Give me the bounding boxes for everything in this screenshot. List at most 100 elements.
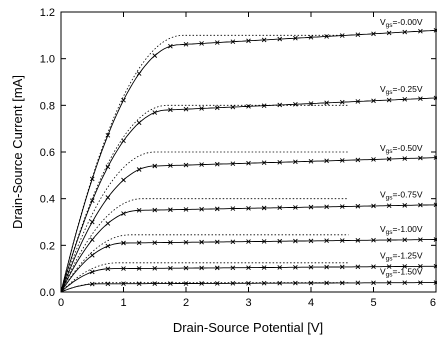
marker-stroke [199, 162, 204, 167]
marker-stroke [308, 101, 314, 106]
data-point-marker [355, 264, 361, 270]
data-point-marker [199, 41, 204, 46]
marker-stroke [246, 265, 251, 270]
data-point-marker [246, 280, 251, 286]
marker-stroke [277, 102, 283, 108]
marker-stroke [308, 34, 314, 40]
data-point-marker [418, 280, 423, 285]
data-point-marker [339, 99, 345, 105]
marker-stroke [402, 280, 408, 286]
data-point-marker [433, 155, 437, 160]
marker-stroke [246, 38, 251, 44]
marker-stroke [418, 96, 423, 101]
data-point-marker [371, 264, 376, 270]
marker-stroke [105, 281, 111, 287]
marker-stroke [121, 266, 126, 271]
data-point-marker [183, 265, 189, 271]
model-curve [60, 198, 349, 293]
data-point-marker [293, 280, 298, 286]
data-point-marker [355, 238, 361, 243]
data-point-marker [402, 203, 408, 208]
marker-stroke [105, 243, 111, 249]
marker-stroke [324, 158, 329, 164]
marker-stroke [339, 264, 345, 270]
marker-stroke [386, 203, 392, 208]
data-point-marker [386, 97, 392, 103]
data-point-marker [402, 280, 408, 286]
data-point-marker [433, 263, 437, 269]
data-point-marker [339, 280, 345, 286]
data-point-marker [386, 280, 392, 286]
data-point-marker [89, 281, 95, 287]
marker-stroke [308, 280, 314, 286]
data-point-marker [277, 36, 283, 42]
data-point-marker [308, 204, 314, 210]
data-point-marker [168, 43, 173, 49]
marker-stroke [136, 208, 142, 213]
marker-stroke [277, 238, 283, 244]
marker-stroke [230, 265, 236, 271]
marker-stroke [214, 281, 220, 286]
marker-stroke [136, 266, 142, 271]
marker-stroke [261, 103, 267, 108]
data-point-marker [230, 161, 236, 166]
data-point-marker [121, 211, 126, 216]
marker-stroke [183, 162, 189, 168]
marker-stroke [89, 269, 95, 275]
marker-stroke [433, 280, 437, 285]
data-point-marker [261, 265, 267, 270]
marker-stroke [89, 198, 95, 204]
marker-stroke [324, 264, 329, 270]
data-point-marker [152, 53, 158, 58]
data-point-marker [121, 281, 126, 287]
data-point-marker [339, 238, 345, 243]
data-point-marker [183, 106, 189, 112]
data-point-marker [168, 281, 173, 286]
y-tick-label: 0.0 [40, 287, 55, 299]
data-point-marker [168, 207, 173, 213]
data-point-marker [386, 30, 392, 36]
data-point-marker [402, 97, 408, 102]
marker-stroke [230, 281, 236, 286]
marker-stroke [199, 106, 204, 111]
data-point-marker [433, 95, 437, 101]
marker-stroke [183, 106, 189, 112]
marker-stroke [214, 265, 220, 271]
data-point-marker [324, 280, 329, 286]
series-label: Vgs=-0.75V [380, 190, 423, 202]
data-point-marker [152, 266, 158, 271]
data-point-marker [355, 99, 361, 104]
data-point-marker [324, 204, 329, 210]
model-curve [60, 34, 343, 293]
data-point-marker [214, 40, 220, 45]
data-point-marker [89, 252, 95, 258]
marker-stroke [339, 238, 345, 243]
data-point-marker [214, 265, 220, 271]
marker-stroke [136, 120, 142, 126]
marker-stroke [152, 110, 158, 115]
data-point-marker [105, 243, 111, 249]
data-point-marker [355, 32, 361, 38]
data-point-marker [418, 155, 423, 161]
marker-stroke [105, 195, 111, 200]
marker-stroke [293, 35, 298, 41]
marker-stroke [402, 203, 408, 208]
marker-stroke [433, 155, 437, 160]
data-point-marker [105, 132, 111, 138]
marker-stroke [230, 206, 236, 211]
data-point-marker [293, 238, 298, 244]
data-point-marker [261, 205, 267, 211]
data-point-marker [433, 27, 437, 33]
data-point-marker [277, 280, 283, 286]
data-point-marker [136, 208, 142, 213]
marker-stroke [89, 237, 95, 243]
marker-stroke [121, 240, 126, 246]
data-point-marker [199, 106, 204, 111]
data-point-marker [293, 35, 298, 41]
marker-stroke [418, 264, 423, 269]
data-point-marker [183, 281, 189, 286]
marker-stroke [214, 206, 220, 212]
data-point-marker [230, 239, 236, 245]
data-point-marker [136, 281, 142, 286]
